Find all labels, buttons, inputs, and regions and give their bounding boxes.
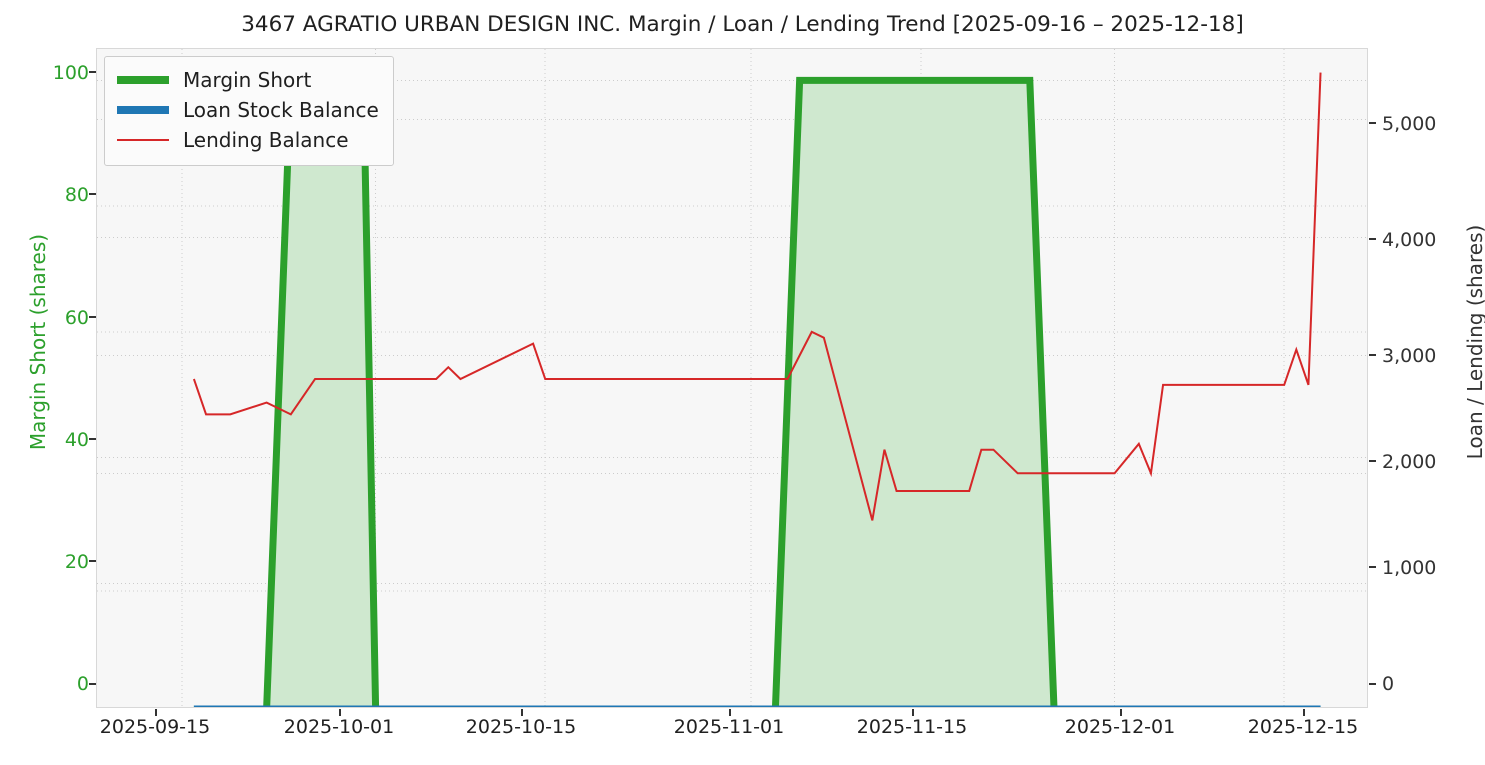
series-layer [192,72,1322,707]
chart-title: 3467 AGRATIO URBAN DESIGN INC. Margin / … [241,12,1244,37]
legend-item-margin-short[interactable]: Margin Short [117,65,379,95]
x-tick-2025-09-15: 2025-09-15 [99,716,211,738]
y-tick-right-1000: 1,000 [1382,557,1437,579]
y-axis-left-title: Margin Short (shares) [26,233,50,451]
x-tickmark-2025-09-15 [155,709,157,716]
y-tickmark-right-1000 [1369,566,1376,568]
y-tick-left-20: 20 [64,551,89,573]
y-axis-right-title: Loan / Lending (shares) [1463,224,1485,460]
y-tickmark-left-40 [89,438,96,440]
y-tick-right-4000: 4,000 [1382,229,1437,251]
y-tickmark-left-60 [89,316,96,318]
legend-item-loan-stock-balance[interactable]: Loan Stock Balance [117,95,379,125]
x-tick-2025-11-15: 2025-11-15 [856,716,968,738]
y-tickmark-left-80 [89,193,96,195]
y-tick-right-5000: 5,000 [1382,113,1437,135]
plot-area [96,48,1368,708]
chart-legend: Margin Short Loan Stock Balance Lending … [104,56,394,166]
series-line-lending-balance [192,72,1322,521]
y-tickmark-right-0 [1369,683,1376,685]
legend-label-margin-short: Margin Short [183,68,312,92]
x-tickmark-2025-11-15 [912,709,914,716]
x-tickmark-2025-12-15 [1303,709,1305,716]
x-tick-2025-12-01: 2025-12-01 [1064,716,1176,738]
x-tickmark-2025-10-15 [521,709,523,716]
y-tick-left-100: 100 [52,62,89,84]
x-tickmark-2025-11-01 [729,709,731,716]
x-tick-2025-11-01: 2025-11-01 [673,716,785,738]
y-tick-right-2000: 2,000 [1382,451,1437,473]
y-tick-right-0: 0 [1382,673,1395,695]
y-tick-left-60: 60 [64,307,89,329]
y-tickmark-right-5000 [1369,122,1376,124]
x-tick-2025-12-15: 2025-12-15 [1247,716,1359,738]
y-tickmark-left-20 [89,560,96,562]
legend-item-lending-balance[interactable]: Lending Balance [117,125,379,155]
y-tickmark-left-100 [89,71,96,73]
y-tickmark-right-3000 [1369,354,1376,356]
x-tickmark-2025-12-01 [1120,709,1122,716]
series-fill-margin-short [266,80,1054,707]
series-line-margin-short [193,76,1321,707]
legend-swatch-margin-short-icon [117,76,169,84]
y-tickmark-right-4000 [1369,238,1376,240]
y-tick-right-3000: 3,000 [1382,345,1437,367]
y-tickmark-right-2000 [1369,460,1376,462]
legend-label-lending-balance: Lending Balance [183,128,349,152]
y-tick-left-0: 0 [76,673,89,695]
legend-swatch-loan-stock-icon [117,106,169,114]
legend-label-loan-stock-balance: Loan Stock Balance [183,98,379,122]
x-tick-2025-10-15: 2025-10-15 [465,716,577,738]
y-tick-left-40: 40 [64,429,89,451]
x-tickmark-2025-10-01 [339,709,341,716]
legend-swatch-lending-icon [117,139,169,141]
x-tick-2025-10-01: 2025-10-01 [283,716,395,738]
y-tickmark-left-0 [89,683,96,685]
y-tick-left-80: 80 [64,184,89,206]
